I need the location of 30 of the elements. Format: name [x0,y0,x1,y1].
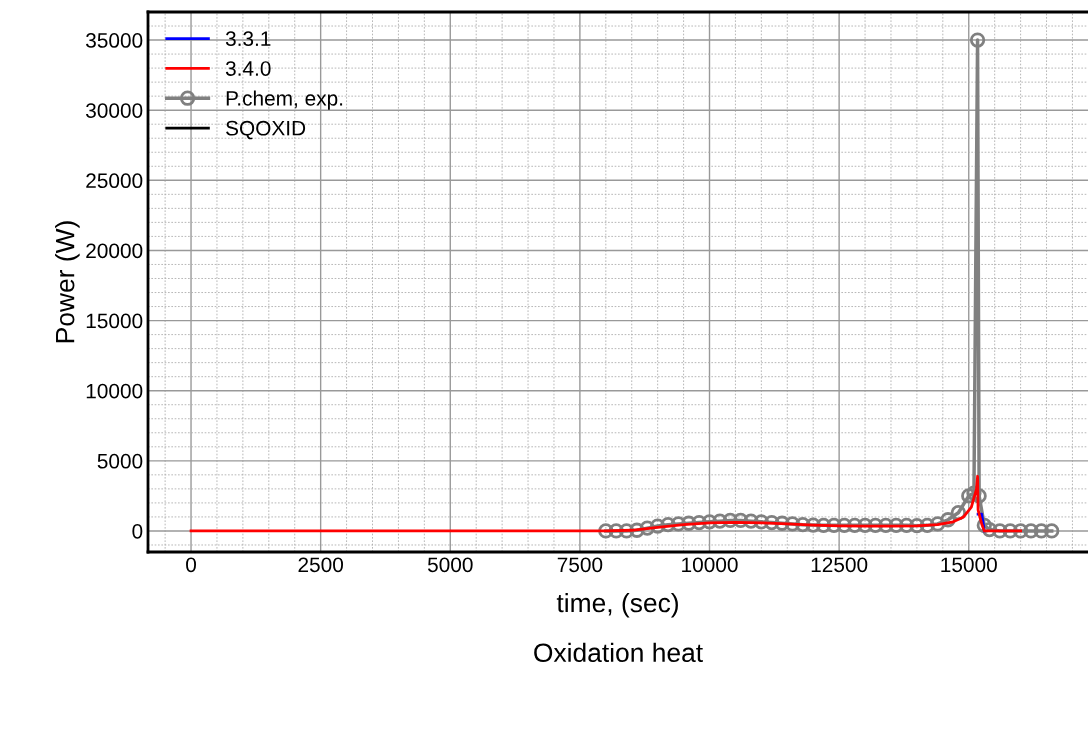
point [1002,523,1018,539]
y-tick-label: 25000 [86,173,143,189]
point [969,32,986,48]
x-tick-label: 7500 [557,557,603,573]
y-tick-label: 15000 [86,313,143,329]
y-tick-label: 0 [132,523,143,539]
x-tick-label: 12500 [811,557,868,573]
y-tick-label: 30000 [86,103,143,118]
x-tick-label: 15000 [941,557,997,573]
legend-label: SQOXID [226,120,306,140]
legend-label: 3.3.1 [225,31,271,47]
y-tick-label: 35000 [86,33,143,48]
x-axis-title: time, (sec) [556,592,678,618]
y-tick-label: 20000 [86,243,143,259]
point [1023,523,1039,539]
x-tick-label: 2500 [298,557,344,573]
legend-label: 3.4.0 [225,61,271,76]
x-tick-label: 0 [186,557,197,573]
y-tick-label: 5000 [97,453,143,469]
x-tick-label: 5000 [427,557,473,573]
y-axis-title: Power (W) [55,221,80,343]
legend-label: P.chem, exp. [226,90,343,110]
point [1012,523,1029,539]
point [691,514,707,531]
x-tick-label: 10000 [682,557,738,573]
y-tick-label: 10000 [86,383,143,399]
point [1033,523,1049,539]
point [1044,523,1060,539]
text: Oxidation heat [534,642,703,663]
point [992,523,1008,539]
